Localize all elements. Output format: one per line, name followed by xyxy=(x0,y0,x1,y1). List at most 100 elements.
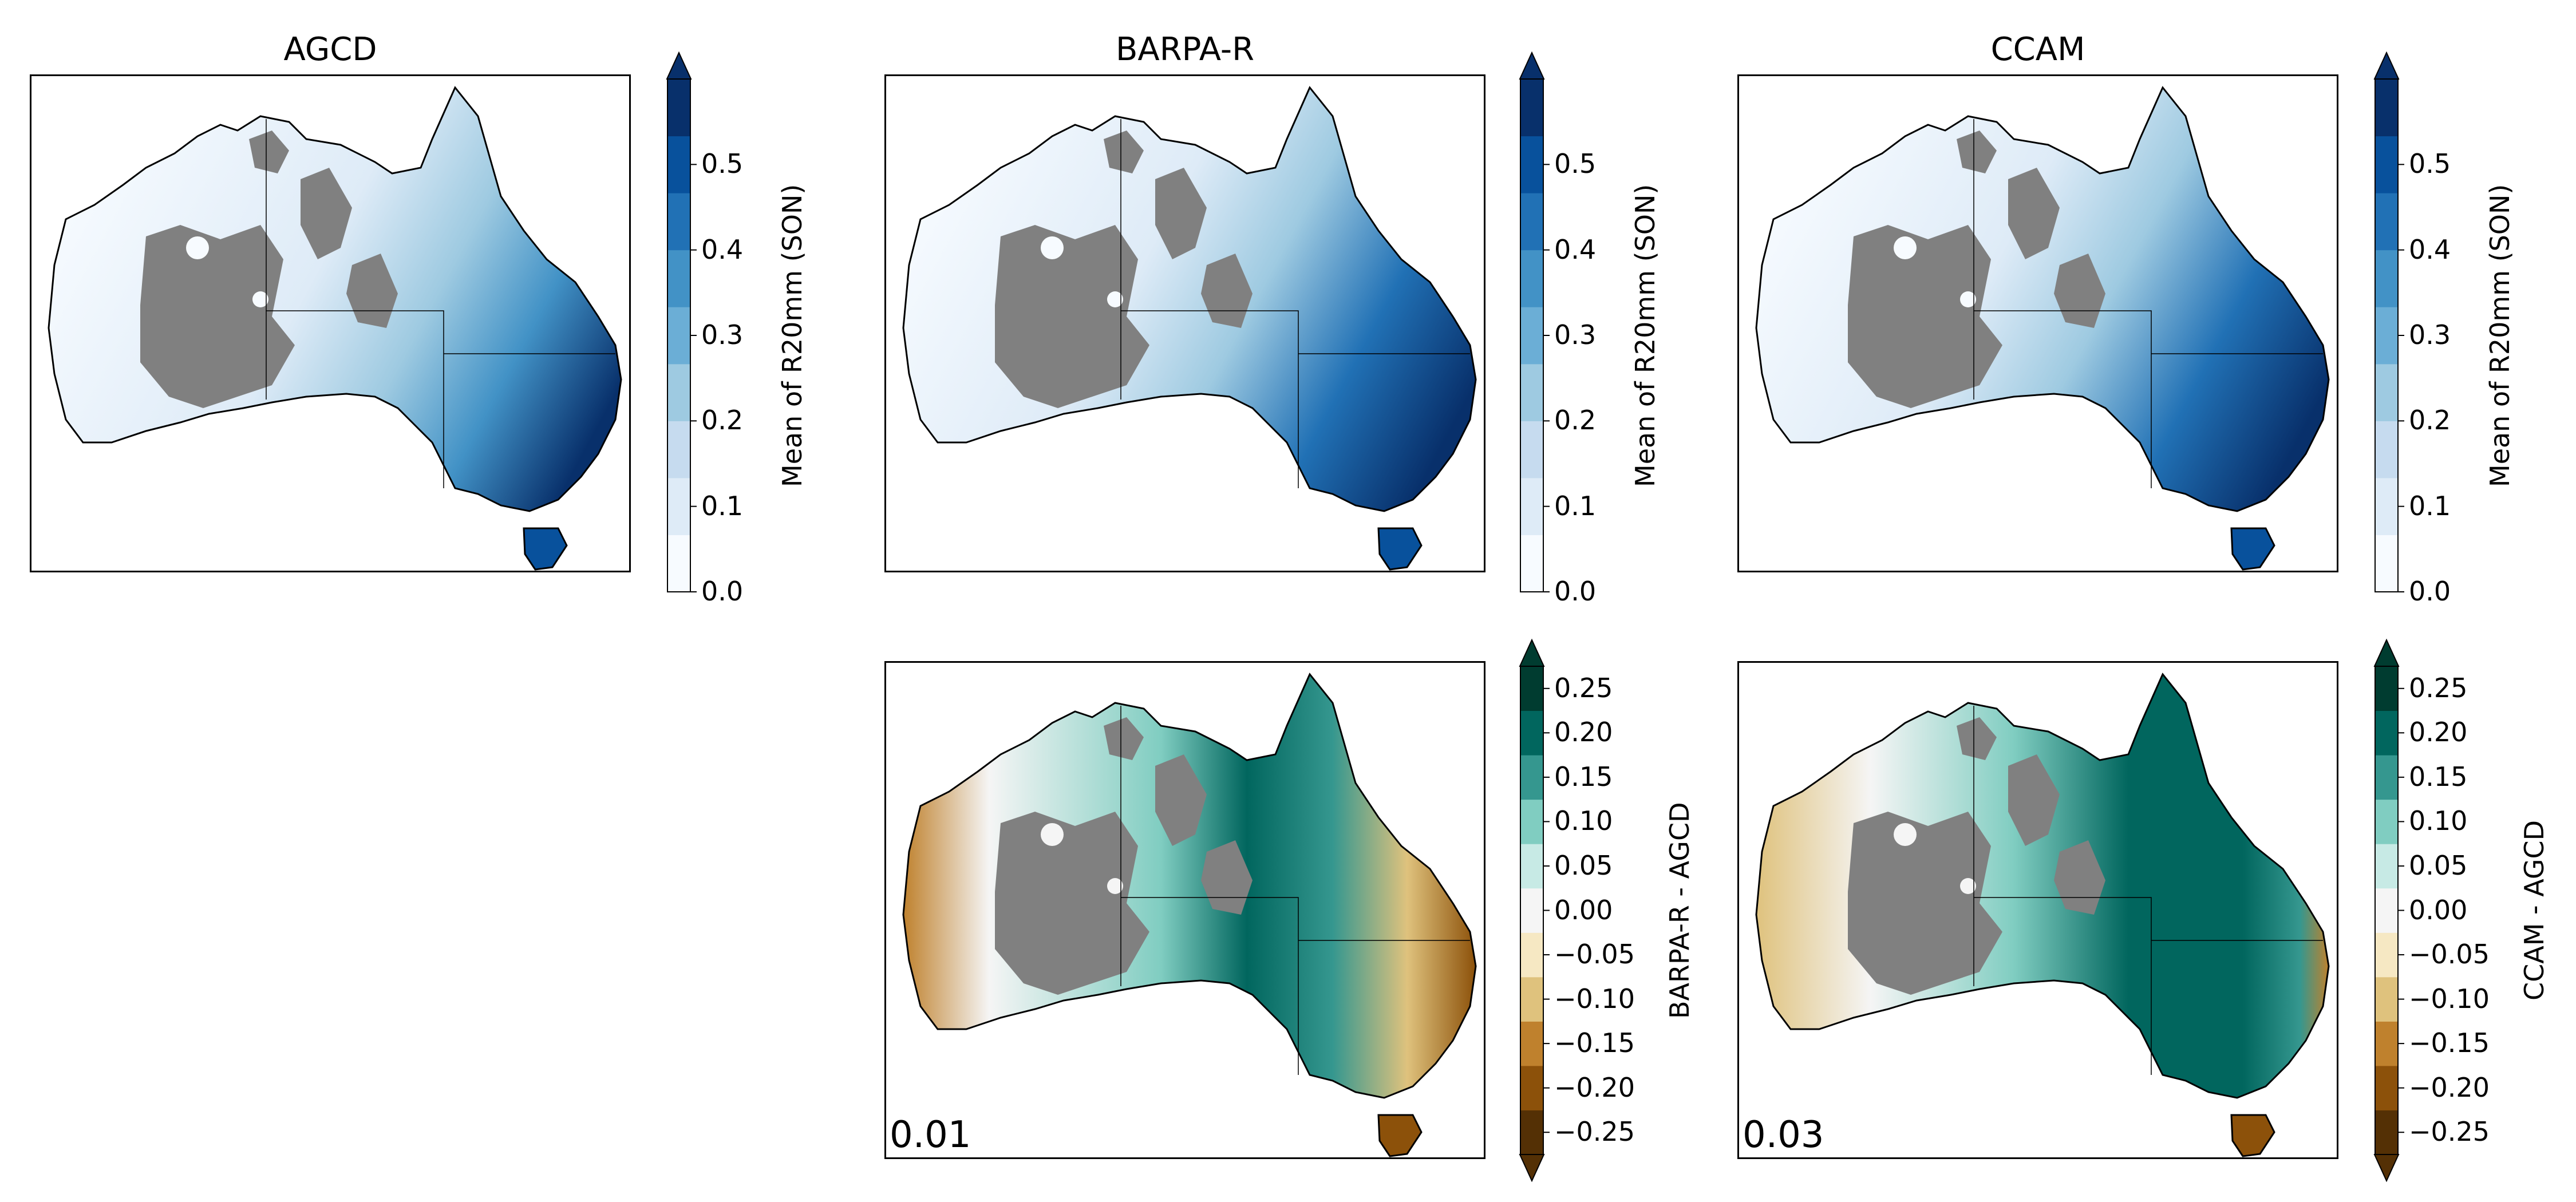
colorbar-bin xyxy=(1520,421,1544,479)
colorbar-bin xyxy=(2374,363,2399,421)
colorbar-tick-label: 0.4 xyxy=(2409,234,2451,265)
colorbar-bin xyxy=(2374,666,2399,711)
colorbar-bin xyxy=(667,477,691,535)
pattern-correlation-barpa: 0.01 xyxy=(890,1114,971,1156)
colorbar-agcd: 0.0 0.1 0.2 0.3 0.4 0.5 Mean of R20mm (SON) xyxy=(666,51,808,607)
masked-region xyxy=(1957,131,1997,173)
colorbar-bin xyxy=(667,79,691,137)
colorbar-bin xyxy=(2374,710,2399,756)
colorbar-bin xyxy=(2374,888,2399,933)
unmasked-hole xyxy=(1894,236,1917,259)
colorbar-label: CCAM - AGCD xyxy=(2519,820,2550,1001)
state-border xyxy=(266,310,444,488)
panel-title-agcd: AGCD xyxy=(283,31,377,68)
colorbar-graphic xyxy=(2373,638,2404,1183)
masked-region xyxy=(2008,168,2060,259)
map-canvas xyxy=(1755,86,2330,571)
colorbar-tick-label: 0.2 xyxy=(701,405,744,436)
colorbar-tick-label: 0.2 xyxy=(2409,405,2451,436)
colorbar-tick-label: −0.05 xyxy=(1554,939,1635,970)
map-canvas xyxy=(902,673,1477,1157)
unmasked-hole xyxy=(1960,291,1976,307)
tasmania-landmass xyxy=(523,527,568,571)
map-barpa xyxy=(884,74,1485,572)
colorbar-bin xyxy=(1520,844,1544,889)
colorbar-bin xyxy=(1520,1021,1544,1066)
colorbar-bin xyxy=(2374,477,2399,535)
colorbar-bin xyxy=(667,363,691,421)
colorbar-tick-label: 0.20 xyxy=(2409,717,2468,748)
colorbar-bin xyxy=(2374,136,2399,193)
colorbar-bin xyxy=(2374,421,2399,479)
colorbar-tick-label: −0.05 xyxy=(2409,939,2490,970)
colorbar-tick-label: 0.10 xyxy=(1554,805,1613,837)
colorbar-tick-label: 0.3 xyxy=(701,319,744,350)
colorbar-tick-label: 0.15 xyxy=(2409,761,2468,792)
map-canvas xyxy=(48,86,622,571)
colorbar-graphic xyxy=(1519,51,1550,592)
colorbar-bin xyxy=(667,535,691,592)
unmasked-hole xyxy=(1041,236,1064,259)
masked-region xyxy=(1201,840,1253,915)
colorbar-outline xyxy=(2374,666,2399,1155)
colorbar-graphic xyxy=(1519,638,1550,1183)
colorbar-bin xyxy=(2374,535,2399,592)
australia-landmass xyxy=(48,86,622,512)
colorbar-outline xyxy=(1520,78,1544,592)
map-ccam-diff: 0.03 xyxy=(1737,661,2338,1159)
panel-title-ccam: CCAM xyxy=(1990,31,2085,68)
colorbar-tick-label: −0.20 xyxy=(2409,1071,2490,1103)
colorbar-tick-label: 0.3 xyxy=(2409,319,2451,350)
colorbar-extend-max xyxy=(666,51,692,80)
unmasked-hole xyxy=(186,236,209,259)
colorbar-bin xyxy=(1520,976,1544,1022)
colorbar-tick-label: 0.5 xyxy=(2409,148,2451,180)
colorbar-label: BARPA-R - AGCD xyxy=(1664,802,1695,1019)
colorbar-bin xyxy=(1520,888,1544,933)
map-agcd xyxy=(30,74,631,572)
tasmania-landmass xyxy=(2230,1114,2275,1157)
colorbar-tick-label: 0.5 xyxy=(701,148,744,180)
masked-region xyxy=(1957,717,1997,760)
masked-region xyxy=(995,225,1149,408)
australia-landmass xyxy=(1755,86,2330,512)
colorbar-bin xyxy=(667,136,691,193)
masked-region xyxy=(249,131,289,173)
colorbar-graphic xyxy=(2373,51,2404,592)
map-canvas xyxy=(1755,673,2330,1157)
colorbar-bin xyxy=(1520,666,1544,711)
tasmania-landmass xyxy=(1377,1114,1423,1157)
colorbar-bin xyxy=(2374,250,2399,307)
state-border xyxy=(1121,310,1299,488)
tasmania-landmass xyxy=(1377,527,1423,571)
unmasked-hole xyxy=(1894,823,1917,846)
colorbar-bin xyxy=(1520,363,1544,421)
colorbar-tick-label: 0.0 xyxy=(701,576,744,607)
australia-landmass xyxy=(902,86,1477,512)
colorbar-tick-label: −0.25 xyxy=(2409,1116,2490,1148)
masked-region xyxy=(1104,717,1144,760)
colorbar-bin xyxy=(2374,1065,2399,1110)
colorbar-bin xyxy=(1520,1065,1544,1110)
colorbar-tick-label: 0.1 xyxy=(2409,490,2451,521)
masked-region xyxy=(995,812,1149,995)
colorbar-tick-label: −0.10 xyxy=(1554,983,1635,1014)
colorbar-tick-label: 0.5 xyxy=(1554,148,1597,180)
colorbar-tick-label: 0.05 xyxy=(2409,849,2468,881)
colorbar-tick-label: 0.15 xyxy=(1554,761,1613,792)
colorbar-extend-min xyxy=(1519,1154,1545,1183)
colorbar-bin xyxy=(1520,193,1544,251)
colorbar-bin xyxy=(2374,932,2399,978)
masked-region xyxy=(1848,812,2002,995)
colorbar-label: Mean of R20mm (SON) xyxy=(2484,184,2515,487)
colorbar-outline xyxy=(1520,666,1544,1155)
state-border xyxy=(1974,897,2152,1075)
colorbar-tick-label: 0.1 xyxy=(1554,490,1597,521)
unmasked-hole xyxy=(1960,878,1976,894)
colorbar-tick-label: 0.10 xyxy=(2409,805,2468,837)
colorbar-bin xyxy=(1520,1110,1544,1155)
colorbar-extend-max xyxy=(2373,51,2400,80)
colorbar-label: Mean of R20mm (SON) xyxy=(1630,184,1661,487)
masked-region xyxy=(2054,254,2105,328)
colorbar-tick-label: 0.0 xyxy=(1554,576,1597,607)
